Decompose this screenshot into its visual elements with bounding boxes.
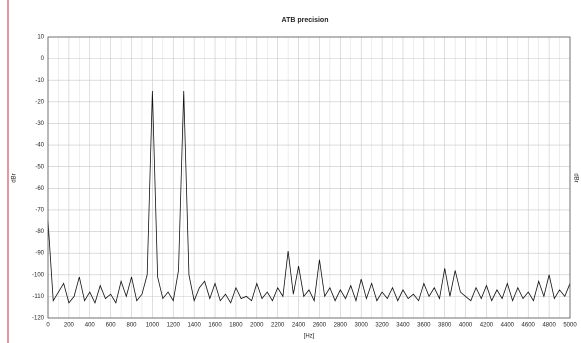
- x-tick-label: 2200: [271, 323, 285, 329]
- y2-axis-label: dBr: [572, 173, 578, 182]
- y-tick-label: -20: [35, 99, 44, 105]
- y-tick-label: -50: [35, 164, 44, 170]
- y-tick-label: -40: [35, 143, 44, 149]
- y-tick-label: 10: [37, 35, 44, 41]
- y-tick-label: -80: [35, 229, 44, 235]
- x-tick-label: 400: [85, 323, 96, 329]
- x-tick-label: 1200: [167, 323, 181, 329]
- x-tick-label: 3400: [396, 323, 410, 329]
- x-tick-label: 2000: [250, 323, 264, 329]
- y-tick-label: -120: [32, 316, 45, 322]
- chart-title: ATB precision: [282, 17, 329, 24]
- x-tick-label: 3800: [438, 323, 452, 329]
- x-tick-label: 3200: [375, 323, 389, 329]
- x-tick-label: 1000: [146, 323, 160, 329]
- x-tick-label: 4000: [459, 323, 473, 329]
- y-tick-label: -10: [35, 78, 44, 84]
- y-tick-label: -110: [32, 294, 44, 300]
- x-tick-label: 4800: [542, 323, 556, 329]
- x-tick-label: 2600: [313, 323, 327, 329]
- x-tick-label: 4200: [480, 323, 494, 329]
- y-tick-label: -90: [35, 251, 44, 257]
- y-tick-label: -30: [35, 121, 44, 127]
- y-tick-label: -100: [32, 272, 45, 278]
- x-tick-label: 4600: [522, 323, 536, 329]
- y-tick-label: -60: [35, 186, 44, 192]
- x-tick-label: 2400: [292, 323, 306, 329]
- x-tick-label: 3000: [355, 323, 369, 329]
- y-axis-label: dBr: [12, 173, 18, 182]
- x-tick-label: 0: [46, 323, 50, 329]
- x-tick-label: 800: [127, 323, 138, 329]
- y-tick-label: 0: [41, 56, 45, 62]
- x-tick-label: 200: [64, 323, 75, 329]
- x-axis-label: [Hz]: [304, 334, 315, 340]
- x-tick-label: 1800: [229, 323, 243, 329]
- x-tick-label: 1400: [187, 323, 201, 329]
- x-tick-label: 1600: [208, 323, 222, 329]
- x-tick-label: 2800: [334, 323, 348, 329]
- y-tick-label: -70: [35, 208, 44, 214]
- x-tick-label: 4400: [501, 323, 515, 329]
- x-tick-label: 5000: [563, 323, 577, 329]
- plot-frame: [47, 36, 571, 319]
- spectrum-line: [47, 91, 571, 304]
- x-tick-label: 3600: [417, 323, 431, 329]
- x-tick-label: 600: [106, 323, 117, 329]
